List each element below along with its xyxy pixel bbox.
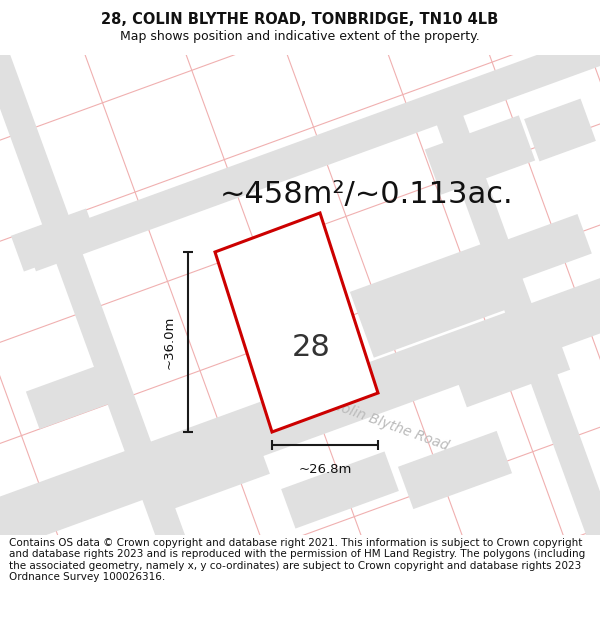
Polygon shape bbox=[350, 242, 510, 357]
Polygon shape bbox=[435, 109, 600, 571]
Text: ~26.8m: ~26.8m bbox=[298, 463, 352, 476]
Text: Colin Blythe Road: Colin Blythe Road bbox=[329, 398, 451, 452]
Text: ~36.0m: ~36.0m bbox=[163, 315, 176, 369]
Polygon shape bbox=[488, 214, 592, 286]
Text: Map shows position and indicative extent of the property.: Map shows position and indicative extent… bbox=[120, 30, 480, 43]
Polygon shape bbox=[524, 99, 596, 161]
Polygon shape bbox=[0, 262, 600, 568]
Polygon shape bbox=[150, 429, 270, 511]
Polygon shape bbox=[281, 451, 399, 529]
Polygon shape bbox=[450, 322, 570, 408]
Polygon shape bbox=[425, 116, 535, 194]
Polygon shape bbox=[26, 361, 124, 429]
Text: ~458m²/~0.113ac.: ~458m²/~0.113ac. bbox=[220, 181, 514, 209]
Polygon shape bbox=[398, 431, 512, 509]
Text: Contains OS data © Crown copyright and database right 2021. This information is : Contains OS data © Crown copyright and d… bbox=[9, 538, 585, 582]
Text: 28: 28 bbox=[292, 334, 331, 362]
Polygon shape bbox=[25, 9, 600, 271]
Polygon shape bbox=[11, 209, 99, 271]
Polygon shape bbox=[0, 38, 202, 592]
Polygon shape bbox=[215, 213, 378, 432]
Text: 28, COLIN BLYTHE ROAD, TONBRIDGE, TN10 4LB: 28, COLIN BLYTHE ROAD, TONBRIDGE, TN10 4… bbox=[101, 12, 499, 27]
